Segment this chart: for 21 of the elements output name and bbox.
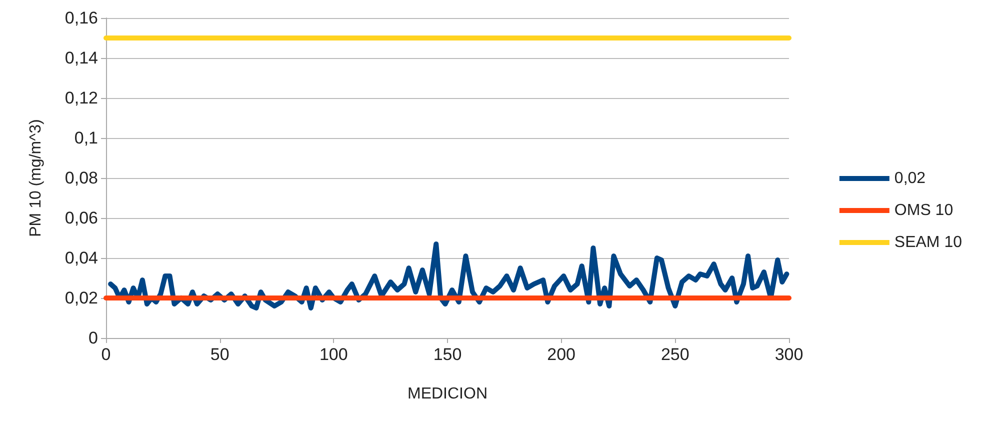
x-tick-label: 150	[433, 345, 462, 364]
y-tick-label: 0,02	[64, 288, 98, 308]
x-tick-label: 50	[210, 345, 230, 364]
y-tick-label: 0	[88, 328, 98, 348]
x-tick-label: 200	[547, 345, 576, 364]
y-tick-label: 0,1	[74, 128, 98, 148]
x-tick-label: 300	[774, 345, 804, 364]
x-tick-label: 0	[101, 345, 111, 364]
y-tick-label: 0,04	[64, 248, 98, 268]
x-tick-label: 100	[319, 345, 348, 364]
y-tick-label: 0,14	[64, 48, 98, 68]
y-tick-label: 0,12	[64, 88, 98, 108]
legend-label: SEAM 10	[894, 234, 962, 251]
x-tick-label: 250	[660, 345, 690, 364]
x-axis-title: MEDICION	[408, 386, 488, 402]
legend-label: 0,02	[894, 170, 926, 187]
legend-label: OMS 10	[894, 202, 954, 219]
y-axis-title: PM 10 (mg/m^3)	[28, 119, 44, 237]
y-tick-label: 0,08	[64, 168, 98, 188]
y-tick-label: 0,06	[64, 208, 98, 228]
y-tick-label: 0,16	[64, 8, 98, 28]
